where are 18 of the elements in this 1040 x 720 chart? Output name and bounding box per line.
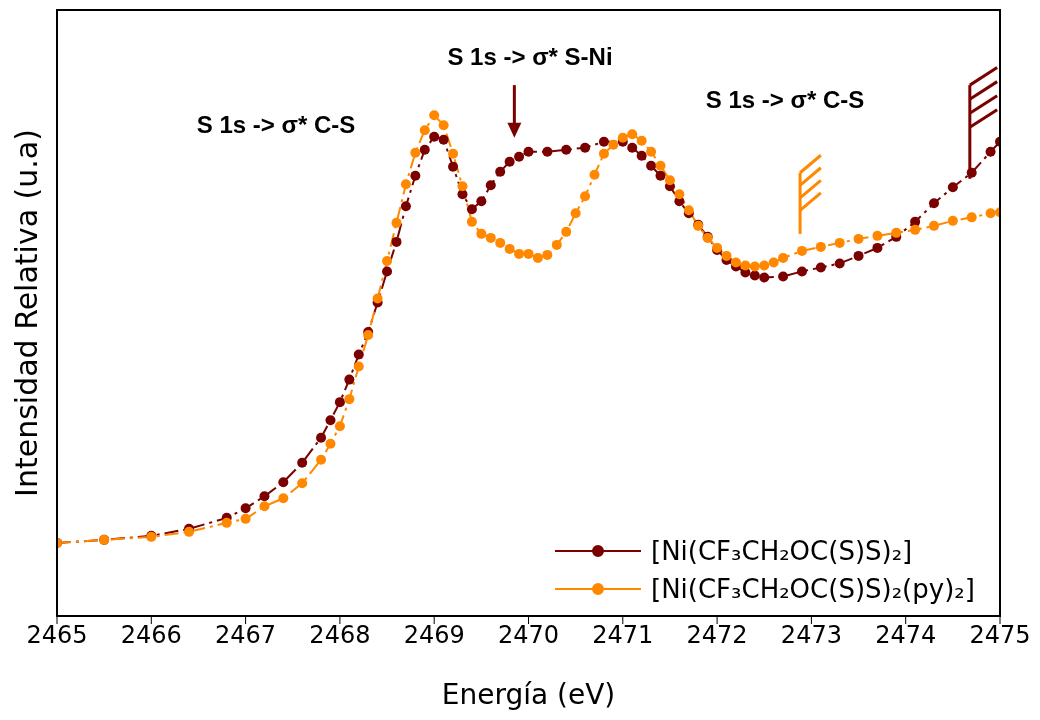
x-axis-title: Energía (eV) [441,678,616,711]
x-tick-label: 2471 [592,621,654,650]
text: S 1s -> σ* S-Ni [447,43,613,70]
x-tick-label: 2468 [309,621,371,650]
x-tick-label: 2470 [497,621,560,650]
text: S 1s -> σ* C-S [705,86,865,113]
legend-label: [Ni(CF₃CH₂OC(S)S)₂(py)₂] [651,574,975,604]
annotation: S 1s -> σ* C-S [196,111,356,138]
x-tick-label: 2465 [26,621,88,650]
x-tick-label: 2466 [120,621,182,650]
x-tick-label: 2469 [403,621,465,650]
legend-label: [Ni(CF₃CH₂OC(S)S)₂] [651,536,913,566]
x-tick-label: 2472 [686,621,748,650]
y-axis-title: Intensidad Relativa (u.a) [9,129,45,497]
x-tick-label: 2467 [215,621,277,650]
x-tick-label: 2475 [969,621,1031,650]
x-tick-label: 2474 [875,621,937,650]
x-tick-label: 2473 [780,621,842,650]
